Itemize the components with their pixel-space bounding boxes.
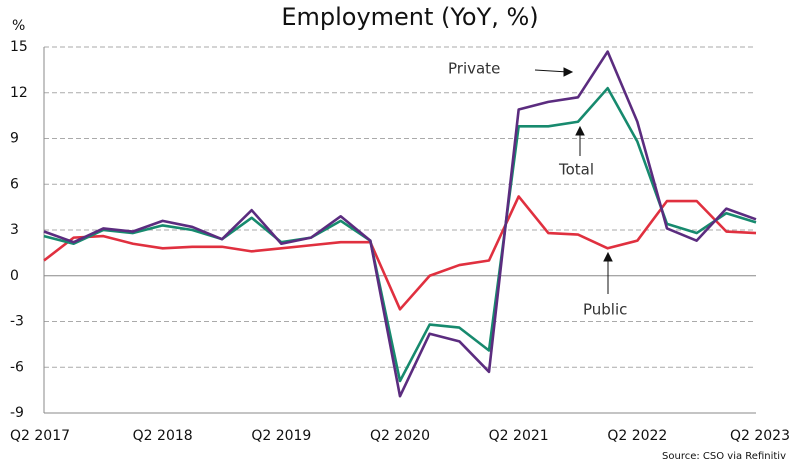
chart-title: Employment (YoY, %) (281, 3, 538, 31)
annotation: Private (448, 60, 500, 78)
y-tick-label: 3 (10, 222, 19, 238)
annotation-arrows (534, 67, 613, 294)
y-tick-label: 9 (10, 131, 19, 147)
arrow (534, 69, 569, 73)
y-tick-label: 6 (10, 176, 19, 192)
x-tick-label: Q2 2023 (730, 428, 790, 444)
arrow-head (575, 125, 585, 136)
x-tick-label: Q2 2022 (607, 428, 667, 444)
y-tick-label: 12 (10, 85, 28, 101)
arrow-head (563, 67, 574, 77)
x-tick-label: Q2 2017 (10, 428, 70, 444)
line-series (43, 50, 757, 398)
y-axis-label: % (12, 18, 25, 34)
y-tick-label: -6 (10, 359, 24, 375)
x-tick-label: Q2 2020 (370, 428, 430, 444)
x-tick-label: Q2 2019 (251, 428, 311, 444)
arrow-head (603, 251, 613, 262)
source: Source: CSO via Refinitiv (662, 451, 786, 462)
y-tick-label: -9 (10, 405, 24, 421)
annotation: Public (583, 301, 627, 319)
y-tick-label: 0 (10, 268, 19, 284)
annotation: Total (558, 161, 594, 179)
x-tick-label: Q2 2021 (489, 428, 549, 444)
x-tick-label: Q2 2018 (133, 428, 193, 444)
plot: 15 12 9 6 3 0 -3 -6 -9 Q2 2017 Q2 2018 Q2 2019 Q2 20… (10, 39, 790, 444)
line-series (43, 195, 757, 311)
line-series (43, 86, 757, 383)
y-tick-label: 15 (10, 39, 28, 55)
y-tick-label: -3 (10, 314, 24, 330)
